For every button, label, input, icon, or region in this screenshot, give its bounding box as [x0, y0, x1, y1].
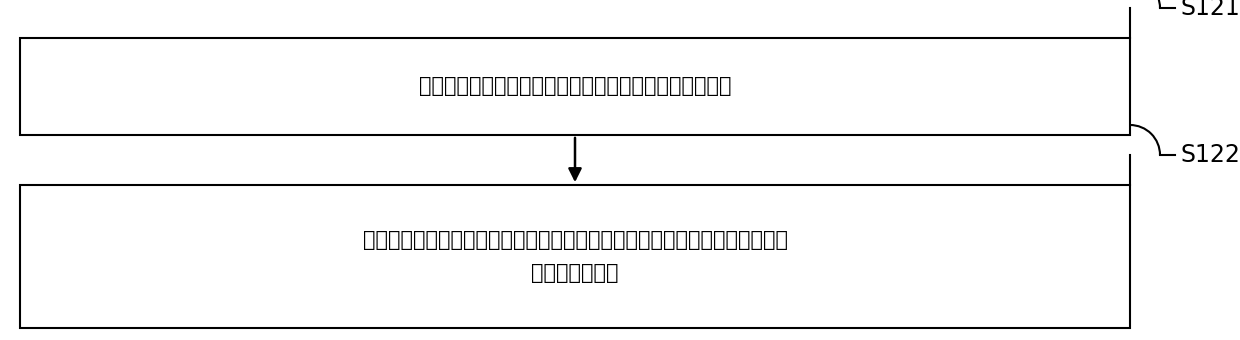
- Text: 根据第一点击指令确定在二维平面内的管口参考点坐标；: 根据第一点击指令确定在二维平面内的管口参考点坐标；: [419, 76, 732, 97]
- Bar: [20, 185, 1130, 328]
- Text: 接收坐标修正值，并根据所述管口参考点坐标值和所述坐标修正值计算得到管
口定点坐标值。: 接收坐标修正值，并根据所述管口参考点坐标值和所述坐标修正值计算得到管 口定点坐标…: [362, 230, 787, 283]
- Text: S121: S121: [1180, 0, 1240, 20]
- Bar: [20, 38, 1130, 135]
- Text: S122: S122: [1180, 143, 1240, 167]
